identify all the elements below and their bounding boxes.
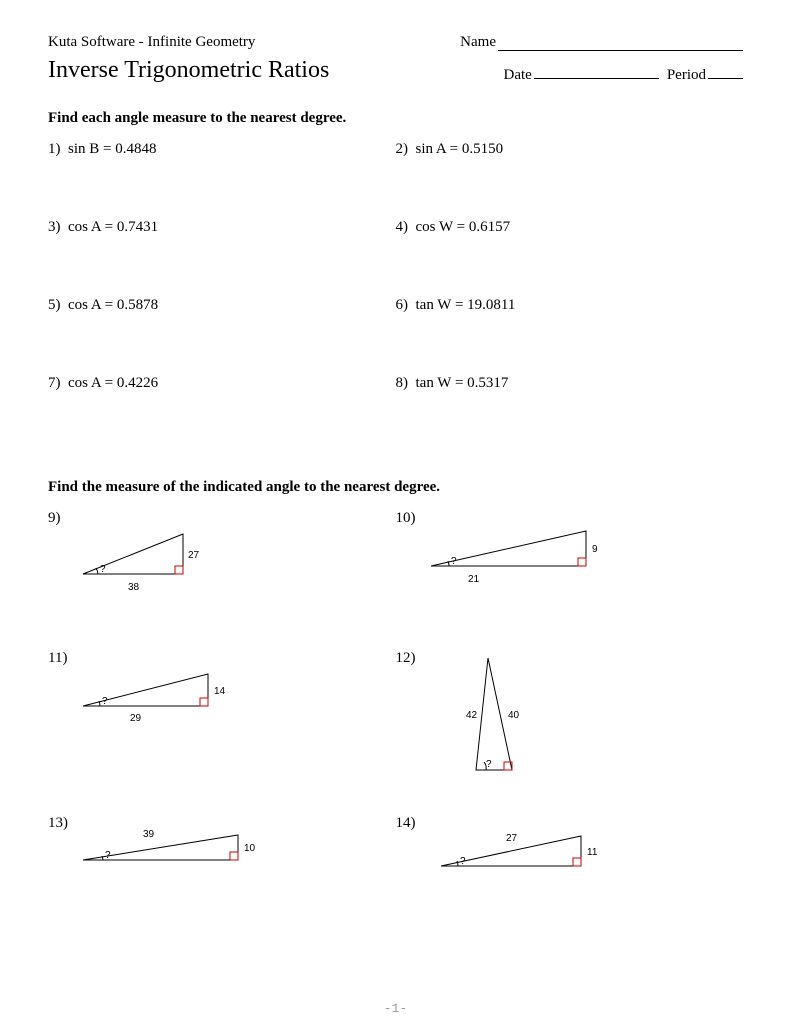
worksheet-title: Inverse Trigonometric Ratios	[48, 57, 329, 84]
section2-problems: 9) ? 27 38 10) ? 9 21 11)	[48, 510, 743, 955]
software-label: Kuta Software - Infinite Geometry	[48, 34, 255, 51]
page-footer: -1-	[0, 1001, 791, 1016]
svg-text:10: 10	[244, 843, 256, 854]
problem-8: 8) tan W = 0.5317	[396, 375, 744, 453]
name-label: Name	[460, 34, 496, 51]
triangle-11: ? 14 29	[78, 656, 248, 736]
problem-2: 2) sin A = 0.5150	[396, 141, 744, 219]
svg-text:?: ?	[460, 856, 466, 867]
svg-text:?: ?	[486, 759, 492, 770]
problem-11: 11) ? 14 29	[48, 650, 396, 815]
svg-text:40: 40	[508, 710, 520, 721]
problem-13: 13) ? 39 10	[48, 815, 396, 955]
svg-text:?: ?	[105, 850, 111, 861]
svg-text:14: 14	[214, 686, 226, 697]
triangle-14: ? 27 11	[436, 821, 626, 891]
date-blank	[534, 78, 659, 79]
section2-heading: Find the measure of the indicated angle …	[48, 479, 743, 496]
triangle-10: ? 9 21	[426, 516, 616, 596]
problem-3: 3) cos A = 0.7431	[48, 219, 396, 297]
period-blank	[708, 78, 743, 79]
svg-text:?: ?	[102, 696, 108, 707]
section1-problems: 1) sin B = 0.4848 2) sin A = 0.5150 3) c…	[48, 141, 743, 453]
svg-text:39: 39	[143, 829, 155, 840]
svg-text:?: ?	[451, 556, 457, 567]
date-label: Date	[504, 67, 532, 83]
svg-text:11: 11	[587, 847, 598, 858]
problem-14: 14) ? 27 11	[396, 815, 744, 955]
problem-9: 9) ? 27 38	[48, 510, 396, 650]
triangle-9: ? 27 38	[78, 516, 228, 606]
problem-7: 7) cos A = 0.4226	[48, 375, 396, 453]
period-label: Period	[667, 67, 706, 83]
period-field: Period	[667, 67, 743, 84]
name-blank	[498, 50, 743, 51]
problem-5: 5) cos A = 0.5878	[48, 297, 396, 375]
svg-text:42: 42	[466, 710, 478, 721]
svg-text:21: 21	[468, 574, 480, 585]
triangle-12: ? 42 40	[456, 650, 556, 800]
triangle-13: ? 39 10	[78, 815, 278, 885]
svg-text:?: ?	[100, 564, 106, 575]
problem-10: 10) ? 9 21	[396, 510, 744, 650]
date-field: Date	[504, 67, 659, 84]
problem-4: 4) cos W = 0.6157	[396, 219, 744, 297]
problem-6: 6) tan W = 19.0811	[396, 297, 744, 375]
svg-text:9: 9	[592, 544, 598, 555]
svg-text:27: 27	[506, 833, 518, 844]
svg-text:27: 27	[188, 550, 200, 561]
svg-text:38: 38	[128, 582, 140, 593]
name-field: Name	[460, 34, 743, 51]
problem-1: 1) sin B = 0.4848	[48, 141, 396, 219]
svg-text:29: 29	[130, 713, 142, 724]
problem-12: 12) ? 42 40	[396, 650, 744, 815]
section1-heading: Find each angle measure to the nearest d…	[48, 110, 743, 127]
